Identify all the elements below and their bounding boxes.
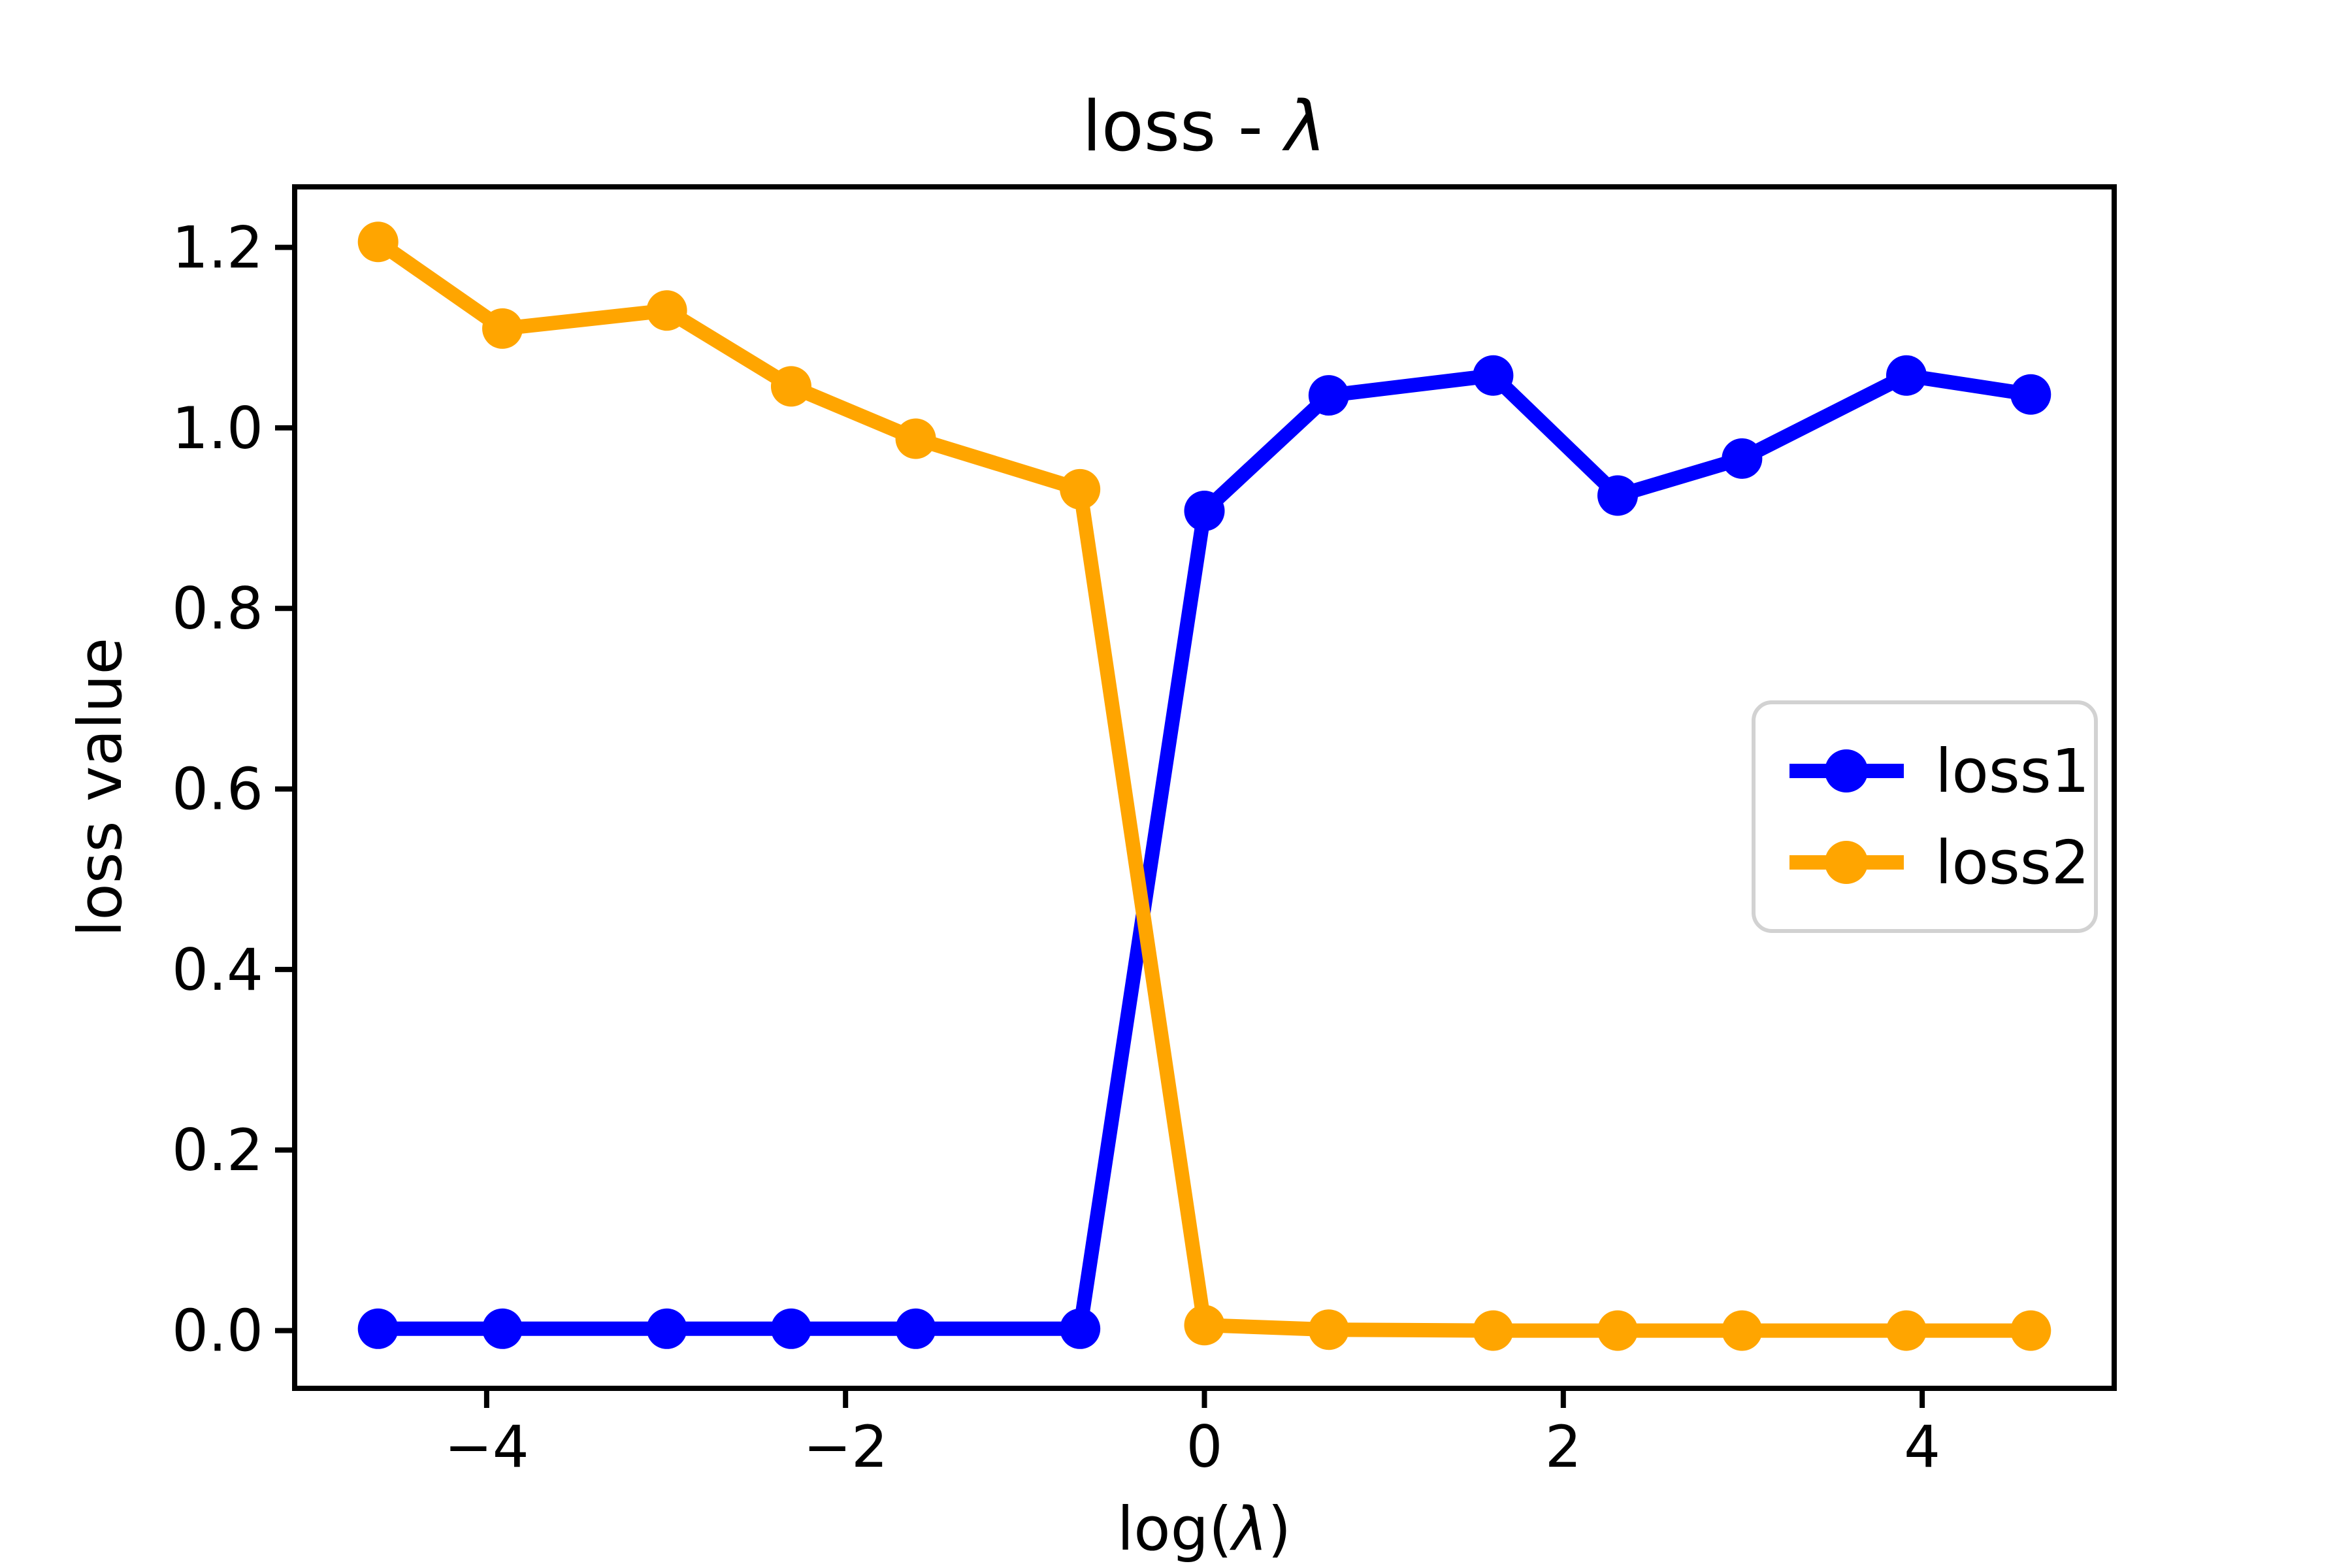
y-tick-label: 0.4 xyxy=(172,936,263,1004)
legend-label-loss2: loss2 xyxy=(1935,828,2089,898)
loss1-marker xyxy=(770,1308,811,1349)
loss2-marker xyxy=(1597,1310,1639,1351)
x-tick-label: −4 xyxy=(444,1413,529,1480)
loss1-marker xyxy=(1722,438,1763,479)
y-tick-label: 0.8 xyxy=(172,575,263,642)
loss2-marker xyxy=(770,366,811,407)
loss2-marker xyxy=(1060,468,1101,510)
legend-label-loss1: loss1 xyxy=(1935,736,2089,806)
loss2-marker xyxy=(2010,1310,2051,1351)
loss2-marker xyxy=(357,221,399,263)
series-loss1 xyxy=(357,355,2051,1349)
loss2-marker xyxy=(646,290,687,331)
y-tick-label: 0.6 xyxy=(172,756,263,823)
x-axis-ticks: −4 −2 0 2 4 xyxy=(444,1388,1940,1480)
loss2-marker xyxy=(1473,1310,1514,1351)
loss1-marker xyxy=(646,1308,687,1349)
loss1-marker xyxy=(895,1308,936,1349)
y-axis-label: loss value xyxy=(65,638,135,937)
x-tick-label: −2 xyxy=(803,1413,888,1480)
series-loss2 xyxy=(357,221,2051,1351)
loss2-marker xyxy=(1184,1305,1225,1346)
x-tick-label: 0 xyxy=(1186,1413,1223,1480)
loss1-marker xyxy=(1308,375,1349,416)
loss1-marker xyxy=(482,1308,523,1349)
loss1-sample-marker-icon xyxy=(1825,749,1868,792)
y-tick-label: 1.0 xyxy=(172,395,263,462)
plot-series xyxy=(357,221,2051,1351)
chart-title: loss - λ xyxy=(1082,86,1326,167)
x-axis-label: log(λ) xyxy=(1117,1494,1292,1564)
loss1-marker xyxy=(1473,355,1514,396)
loss2-marker xyxy=(482,308,523,349)
loss1-marker xyxy=(1886,355,1927,396)
legend: loss1 loss2 xyxy=(1752,700,2098,933)
y-tick-label: 0.0 xyxy=(172,1298,263,1365)
loss2-marker xyxy=(1886,1310,1927,1351)
loss2-marker xyxy=(1722,1310,1763,1351)
loss1-marker xyxy=(1184,491,1225,532)
legend-entry-loss1: loss1 xyxy=(1789,736,2089,806)
y-tick-label: 1.2 xyxy=(172,214,263,282)
y-axis-ticks: 0.0 0.2 0.4 0.6 0.8 1.0 1.2 xyxy=(172,214,295,1365)
x-tick-label: 2 xyxy=(1545,1413,1582,1480)
loss2-marker xyxy=(1308,1309,1349,1350)
loss2-sample-marker-icon xyxy=(1825,841,1868,884)
loss1-marker xyxy=(2010,374,2051,415)
loss1-marker xyxy=(1060,1308,1101,1349)
loss2-marker xyxy=(895,418,936,459)
x-tick-label: 4 xyxy=(1904,1413,1940,1480)
loss1-marker xyxy=(357,1308,399,1349)
y-tick-label: 0.2 xyxy=(172,1117,263,1184)
legend-entry-loss2: loss2 xyxy=(1789,828,2089,898)
loss1-marker xyxy=(1597,475,1639,516)
